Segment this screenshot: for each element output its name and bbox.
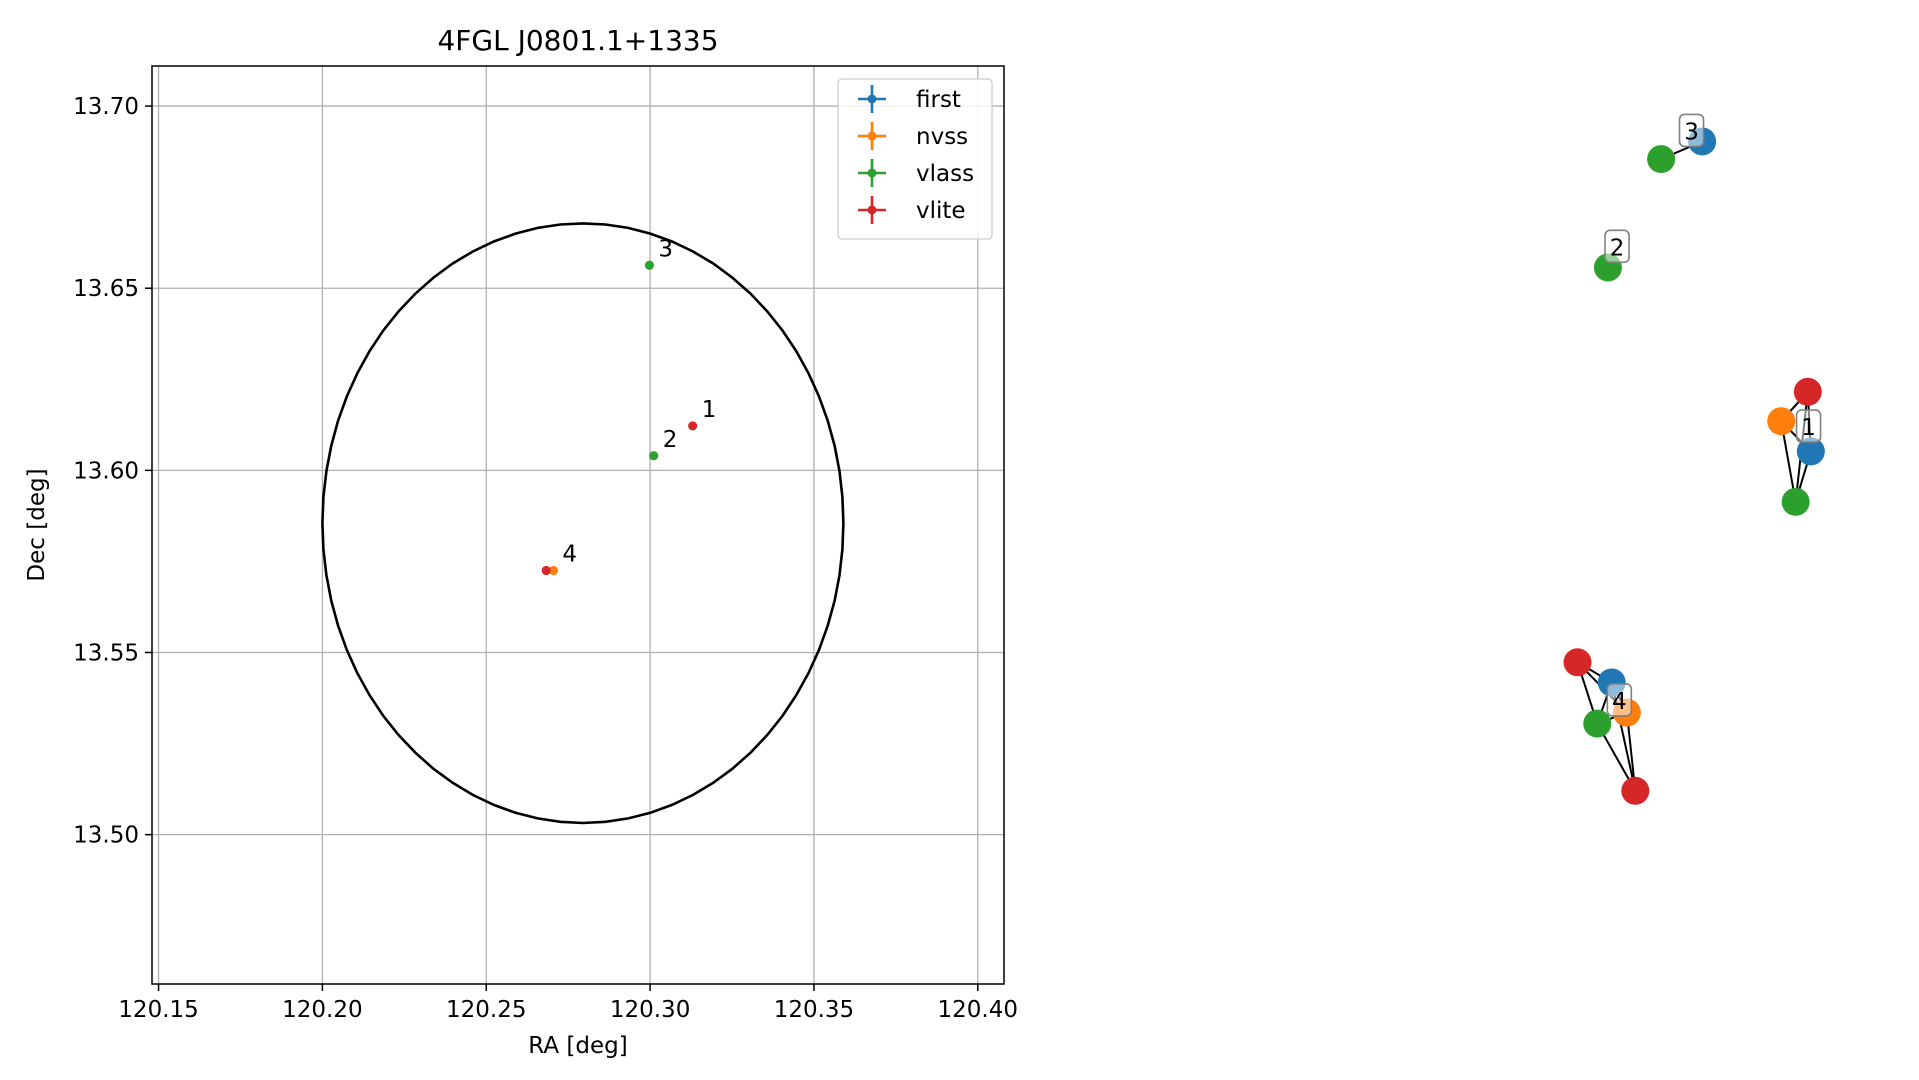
legend-entry-vlite: vlite xyxy=(858,196,966,224)
data-point-vlite xyxy=(541,565,551,576)
y-tick-label: 13.50 xyxy=(73,823,139,849)
graph-node xyxy=(1647,145,1676,174)
graph-labels: 1 2 3 4 xyxy=(1604,113,1822,717)
graph-label-box xyxy=(1678,113,1705,148)
x-axis-label: RA [deg] xyxy=(528,1033,627,1059)
graph-label: 3 xyxy=(1678,113,1705,148)
chart-title: 4FGL J0801.1+1335 xyxy=(437,24,718,57)
graph-label-box xyxy=(1604,229,1630,264)
legend-marker-dot xyxy=(867,168,877,178)
y-axis-ticks: 13.50 13.55 13.60 13.65 13.70 xyxy=(73,94,152,849)
x-tick-label: 120.35 xyxy=(774,997,854,1023)
y-tick-label: 13.60 xyxy=(73,458,139,484)
legend-label: nvss xyxy=(916,124,968,150)
graph-label-box xyxy=(1606,683,1633,717)
network-graph-panel: 1 2 3 4 xyxy=(1563,113,1825,805)
data-point-vlite xyxy=(688,421,698,431)
data-point-vlass xyxy=(644,260,655,270)
x-axis-ticks: 120.15 120.20 120.25 120.30 120.35 120.40 xyxy=(118,984,1018,1023)
graph-node xyxy=(1583,709,1612,738)
x-tick-label: 120.25 xyxy=(446,997,526,1023)
graph-label-text: 1 xyxy=(1801,415,1816,441)
ellipse-path xyxy=(321,222,845,825)
y-tick-label: 13.55 xyxy=(73,641,139,667)
uncertainty-ellipse xyxy=(321,222,845,825)
legend-marker-dot xyxy=(867,205,877,215)
x-tick-label: 120.20 xyxy=(282,997,362,1023)
sky-scatter-panel: 12 3 4 120.15 120.20 120.25 120.30 120.35 120.4… xyxy=(24,24,1018,1059)
legend-box xyxy=(837,78,993,240)
x-tick-label: 120.40 xyxy=(938,997,1018,1023)
graph-label-text: 4 xyxy=(1612,689,1627,715)
legend-entry-vlass: vlass xyxy=(858,159,974,187)
point-annotation: 2 xyxy=(663,427,678,453)
legend-label: vlite xyxy=(916,198,966,224)
x-tick-label: 120.30 xyxy=(610,997,690,1023)
legend-marker-dot xyxy=(867,131,877,141)
graph-nodes xyxy=(1563,127,1825,805)
y-tick-label: 13.70 xyxy=(73,94,139,120)
graph-label: 2 xyxy=(1604,229,1630,264)
graph-label-text: 2 xyxy=(1610,235,1625,261)
axes-frame xyxy=(151,65,1005,985)
graph-node xyxy=(1767,407,1796,436)
graph-node xyxy=(1793,377,1822,406)
point-annotation: 4 xyxy=(562,542,577,568)
graph-label-box xyxy=(1795,409,1822,443)
point-annotation: 3 xyxy=(658,236,673,262)
graph-node xyxy=(1621,776,1650,805)
point-annotation: 1 xyxy=(702,397,717,423)
data-point-vlass xyxy=(649,451,659,461)
legend-entry-nvss: nvss xyxy=(858,122,968,150)
x-tick-label: 120.15 xyxy=(118,997,198,1023)
graph-label: 1 xyxy=(1795,409,1822,443)
graph-label: 4 xyxy=(1606,683,1633,717)
y-tick-label: 13.65 xyxy=(73,276,139,302)
y-axis-label: Dec [deg] xyxy=(24,468,50,581)
data-points xyxy=(541,260,698,576)
data-point-nvss xyxy=(548,565,559,576)
graph-node xyxy=(1781,487,1810,516)
legend-marker-dot xyxy=(867,94,877,104)
graph-label-text: 3 xyxy=(1684,119,1699,145)
legend-label: vlass xyxy=(916,161,974,187)
legend-entry-first: first xyxy=(858,85,961,113)
point-annotations: 12 3 4 xyxy=(562,236,716,567)
legend-label: first xyxy=(916,87,961,113)
graph-node xyxy=(1563,648,1592,677)
graph-node xyxy=(1796,437,1825,466)
legend: first nvss vlass vlite xyxy=(837,78,993,240)
